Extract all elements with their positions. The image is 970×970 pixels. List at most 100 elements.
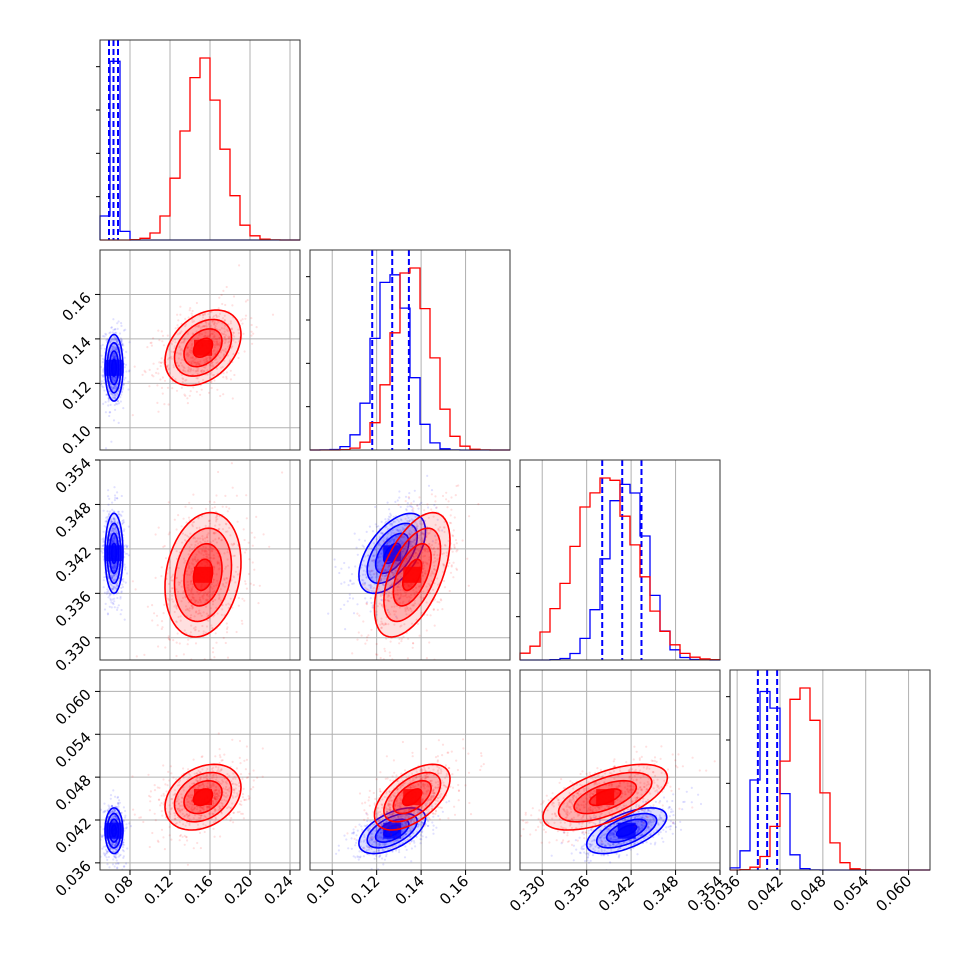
sample-point <box>248 558 251 561</box>
sample-point <box>207 323 210 326</box>
sample-point <box>190 369 193 372</box>
sample-point <box>211 547 214 551</box>
sample-point <box>233 335 236 338</box>
sample-point <box>421 562 425 565</box>
sample-point <box>224 303 227 307</box>
sample-point <box>229 322 232 325</box>
sample-point <box>122 383 125 386</box>
sample-point <box>416 504 419 507</box>
sample-point <box>206 592 209 595</box>
sample-point <box>105 333 108 336</box>
sample-point <box>231 345 234 348</box>
sample-point <box>127 380 130 383</box>
sample-point <box>120 590 123 593</box>
sample-point <box>111 527 114 530</box>
sample-point <box>106 612 109 615</box>
sample-point <box>128 369 131 372</box>
sample-point <box>156 624 159 627</box>
sample-point <box>111 539 114 542</box>
contour-line-series-1 <box>402 558 423 592</box>
sample-point <box>366 601 369 604</box>
sample-point <box>184 325 187 328</box>
sample-point <box>113 573 116 576</box>
sample-point <box>405 613 408 616</box>
sample-point <box>112 354 115 357</box>
sample-point <box>436 558 439 561</box>
sample-point <box>228 526 231 530</box>
sample-point <box>404 608 407 611</box>
sample-point <box>151 619 154 622</box>
sample-point <box>225 338 228 341</box>
sample-point <box>188 549 191 552</box>
sample-point <box>168 779 171 782</box>
sample-point <box>121 521 124 525</box>
sample-point <box>251 561 254 564</box>
sample-point <box>201 313 205 317</box>
sample-point <box>430 508 433 511</box>
sample-point <box>409 545 412 548</box>
sample-point <box>227 337 230 340</box>
sample-point <box>247 541 250 544</box>
sample-point <box>207 614 210 618</box>
sample-point <box>112 377 115 380</box>
sample-point <box>131 414 134 417</box>
sample-point <box>168 531 171 534</box>
sample-point <box>386 528 389 531</box>
sample-point <box>418 520 421 523</box>
sample-point <box>182 517 185 520</box>
sample-point <box>425 629 428 632</box>
sample-point <box>422 560 425 564</box>
sample-point <box>131 580 134 583</box>
sample-point <box>373 555 376 558</box>
sample-point <box>221 608 224 611</box>
sample-point <box>105 592 108 595</box>
sample-point <box>217 536 221 540</box>
sample-point <box>403 523 406 527</box>
sample-point <box>213 590 216 593</box>
sample-point <box>379 623 382 626</box>
sample-point <box>203 325 206 328</box>
sample-point <box>381 582 384 586</box>
sample-point <box>236 566 239 569</box>
sample-point <box>190 580 193 584</box>
sample-point <box>389 514 393 517</box>
sample-point <box>377 561 380 564</box>
sample-point <box>110 577 114 580</box>
sample-point <box>213 340 216 343</box>
sample-point <box>406 657 409 660</box>
sample-point <box>178 346 181 349</box>
sample-point <box>364 555 367 558</box>
sample-point <box>144 371 147 374</box>
sample-point <box>101 544 104 548</box>
sample-point <box>100 835 103 838</box>
sample-point <box>106 515 109 519</box>
sample-point <box>112 540 115 543</box>
sample-point <box>450 564 453 567</box>
sample-point <box>112 843 115 846</box>
sample-point <box>436 600 439 604</box>
sample-point <box>209 364 213 367</box>
sample-point <box>451 550 454 553</box>
sample-point <box>205 555 208 558</box>
sample-point <box>430 544 434 547</box>
sample-point <box>122 344 125 347</box>
sample-point <box>124 809 127 813</box>
sample-point <box>339 607 342 611</box>
sample-point <box>370 628 373 631</box>
sample-point <box>388 522 391 525</box>
sample-point <box>375 613 378 616</box>
sample-point <box>241 622 244 625</box>
sample-point <box>194 556 197 559</box>
sample-point <box>214 314 218 317</box>
sample-point <box>224 347 227 351</box>
sample-point <box>109 582 112 586</box>
sample-point <box>190 351 193 354</box>
panel-content <box>100 462 284 660</box>
sample-point <box>190 362 193 365</box>
sample-point <box>179 361 182 365</box>
sample-point <box>194 361 197 364</box>
sample-point <box>211 593 214 596</box>
sample-point <box>432 588 435 592</box>
sample-point <box>371 604 374 607</box>
sample-point <box>424 572 427 575</box>
